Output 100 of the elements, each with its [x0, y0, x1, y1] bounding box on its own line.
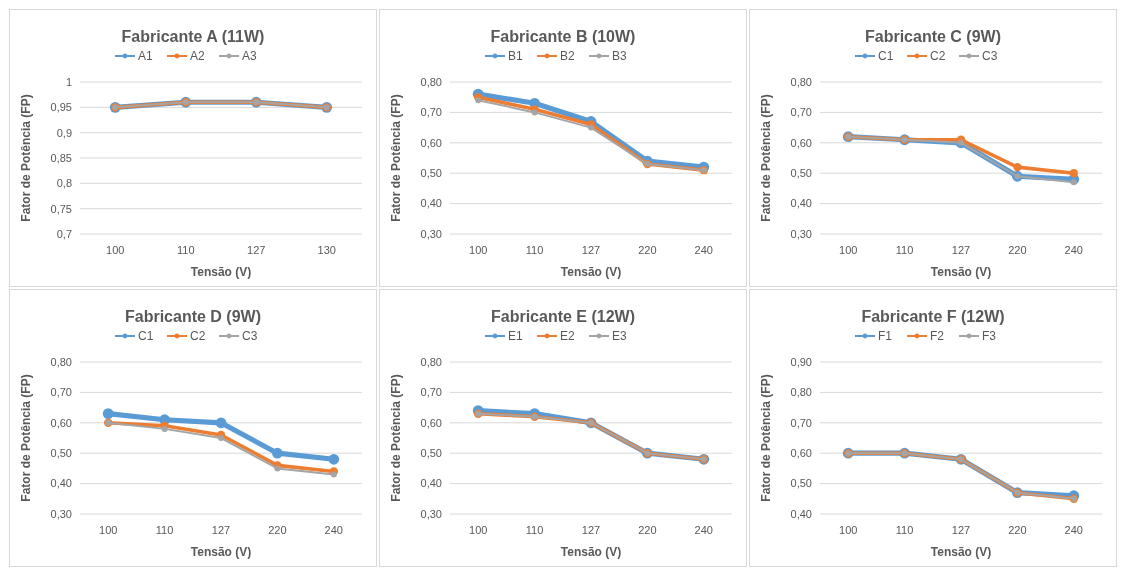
- x-tick-label: 100: [469, 244, 488, 256]
- x-tick-label: 220: [1008, 524, 1027, 536]
- x-tick-label: 110: [176, 244, 195, 256]
- y-tick-label: 0,70: [420, 106, 442, 119]
- legend-label: C3: [982, 49, 998, 63]
- x-tick-label: 100: [839, 524, 858, 536]
- y-tick-label: 0,60: [420, 416, 442, 429]
- legend-label: E3: [612, 329, 627, 343]
- x-tick-label: 127: [581, 524, 601, 536]
- y-tick-label: 0,30: [790, 227, 812, 240]
- legend-label: B1: [508, 49, 523, 63]
- y-tick-label: 0,80: [420, 75, 442, 88]
- y-tick-label: 0,50: [420, 167, 442, 180]
- y-tick-label: 0,70: [420, 386, 442, 399]
- x-tick-label: 127: [211, 524, 231, 536]
- legend-label: B3: [612, 49, 627, 63]
- legend-label: E1: [508, 329, 523, 343]
- legend-label: A1: [138, 49, 153, 63]
- y-axis-title: Fator de Potência (FP): [759, 94, 773, 222]
- y-tick-label: 0,50: [790, 477, 812, 490]
- legend-label: A2: [190, 49, 205, 63]
- x-tick-label: 110: [525, 524, 544, 536]
- chart-title: Fabricante F (12W): [861, 308, 1005, 325]
- y-tick-label: 1: [65, 75, 72, 88]
- y-tick-label: 0,70: [790, 416, 812, 429]
- chart-title: Fabricante E (12W): [490, 308, 636, 325]
- x-tick-label: 240: [1064, 244, 1083, 256]
- y-tick-label: 0,80: [790, 386, 812, 399]
- y-tick-label: 0,30: [420, 227, 442, 240]
- y-tick-label: 0,60: [790, 136, 812, 149]
- x-tick-label: 240: [694, 524, 713, 536]
- legend-label: C1: [878, 49, 894, 63]
- legend-label: C1: [138, 329, 154, 343]
- chart-title: Fabricante A (11W): [121, 28, 265, 45]
- x-axis-title: Tensão (V): [190, 545, 252, 559]
- x-tick-label: 127: [951, 524, 971, 536]
- x-tick-label: 127: [247, 244, 266, 256]
- y-axis-title: Fator de Potência (FP): [19, 94, 33, 222]
- chart-title: Fabricante B (10W): [490, 28, 636, 45]
- y-tick-label: 0,50: [790, 167, 812, 180]
- x-tick-label: 100: [469, 524, 488, 536]
- legend-label: C2: [190, 329, 206, 343]
- y-tick-label: 0,75: [50, 202, 72, 215]
- y-tick-label: 0,50: [50, 447, 72, 460]
- x-tick-label: 127: [951, 244, 971, 256]
- y-tick-label: 0,80: [790, 75, 812, 88]
- chart-title: Fabricante D (9W): [124, 308, 262, 325]
- x-tick-label: 100: [99, 524, 118, 536]
- x-axis-title: Tensão (V): [190, 265, 252, 279]
- y-tick-label: 0,40: [790, 197, 812, 210]
- y-tick-label: 0,60: [50, 416, 72, 429]
- y-tick-label: 0,50: [420, 447, 442, 460]
- legend-label: F1: [878, 329, 893, 343]
- legend-label: B2: [560, 49, 575, 63]
- y-tick-label: 0,70: [790, 106, 812, 119]
- x-tick-label: 220: [638, 524, 657, 536]
- x-tick-label: 220: [268, 524, 287, 536]
- chart-title: Fabricante C (9W): [864, 28, 1002, 45]
- y-tick-label: 0,7: [56, 227, 72, 240]
- y-tick-label: 0,9: [56, 126, 72, 139]
- x-tick-label: 220: [1008, 244, 1027, 256]
- x-tick-label: 100: [839, 244, 858, 256]
- legend-label: F2: [930, 329, 945, 343]
- y-tick-label: 0,80: [420, 355, 442, 368]
- y-tick-label: 0,30: [420, 507, 442, 520]
- x-tick-label: 220: [638, 244, 657, 256]
- x-axis-title: Tensão (V): [930, 265, 992, 279]
- x-tick-label: 110: [895, 244, 914, 256]
- x-tick-label: 130: [317, 244, 336, 256]
- x-tick-label: 110: [895, 524, 914, 536]
- y-tick-label: 0,60: [790, 447, 812, 460]
- legend-label: E2: [560, 329, 575, 343]
- x-axis-title: Tensão (V): [560, 265, 622, 279]
- y-axis-title: Fator de Potência (FP): [759, 374, 773, 502]
- y-tick-label: 0,40: [790, 507, 812, 520]
- x-tick-label: 110: [525, 244, 544, 256]
- y-axis-title: Fator de Potência (FP): [389, 94, 403, 222]
- legend-label: C3: [242, 329, 258, 343]
- y-tick-label: 0,40: [420, 477, 442, 490]
- y-tick-label: 0,40: [420, 197, 442, 210]
- x-tick-label: 240: [324, 524, 343, 536]
- y-tick-label: 0,95: [50, 101, 72, 114]
- y-tick-label: 0,80: [50, 355, 72, 368]
- legend-label: F3: [982, 329, 997, 343]
- x-axis-title: Tensão (V): [560, 545, 622, 559]
- x-tick-label: 240: [1064, 524, 1083, 536]
- y-tick-label: 0,8: [56, 177, 72, 190]
- y-tick-label: 0,40: [50, 477, 72, 490]
- y-axis-title: Fator de Potência (FP): [19, 374, 33, 502]
- y-tick-label: 0,90: [790, 355, 812, 368]
- y-axis-title: Fator de Potência (FP): [389, 374, 403, 502]
- x-tick-label: 100: [106, 244, 125, 256]
- y-tick-label: 0,70: [50, 386, 72, 399]
- y-tick-label: 0,60: [420, 136, 442, 149]
- x-tick-label: 127: [581, 244, 601, 256]
- x-tick-label: 110: [155, 524, 174, 536]
- x-tick-label: 240: [694, 244, 713, 256]
- y-tick-label: 0,30: [50, 507, 72, 520]
- x-axis-title: Tensão (V): [930, 545, 992, 559]
- legend-label: C2: [930, 49, 946, 63]
